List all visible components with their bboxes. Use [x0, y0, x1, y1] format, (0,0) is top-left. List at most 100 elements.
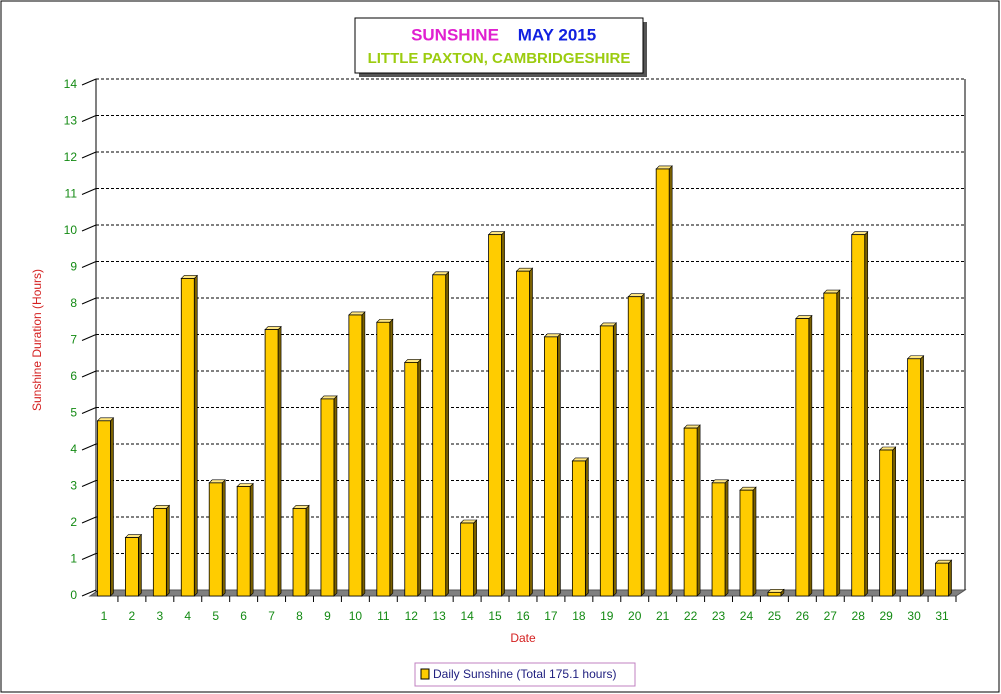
x-tick-label: 14	[460, 609, 474, 623]
x-tick-label: 8	[296, 609, 303, 623]
bar	[208, 482, 223, 597]
bar-top	[264, 326, 282, 330]
x-tick-label: 26	[796, 609, 810, 623]
y-tick-label: 5	[70, 406, 77, 420]
bar	[599, 325, 614, 597]
x-tick-label: 22	[684, 609, 698, 623]
bar-side	[333, 395, 338, 597]
bar-side	[920, 355, 924, 597]
bar-top	[655, 165, 673, 170]
bar-side	[389, 318, 394, 597]
y-axis-title: Sunshine Duration (Hours)	[30, 269, 44, 411]
bar-side	[110, 417, 114, 597]
bar	[795, 318, 810, 597]
bar-side	[948, 559, 952, 597]
legend-label: Daily Sunshine (Total 175.1 hours)	[433, 667, 616, 681]
bar-side	[557, 333, 561, 597]
bar-side	[249, 482, 254, 597]
x-tick-label: 10	[349, 609, 363, 623]
bar-top	[152, 505, 171, 509]
bar-top	[599, 322, 618, 327]
bar-side	[501, 230, 505, 597]
x-tick-label: 13	[433, 609, 447, 623]
x-axis-title: Date	[510, 631, 536, 645]
bar-side	[445, 271, 449, 597]
bar	[348, 314, 363, 597]
bar-side	[138, 533, 142, 597]
bar-top	[292, 505, 310, 509]
x-tick-label: 16	[516, 609, 530, 623]
bar-side	[752, 486, 757, 597]
x-tick-label: 17	[544, 609, 558, 623]
y-tick	[81, 370, 97, 378]
bar-top	[795, 315, 813, 319]
bar-top	[823, 289, 841, 294]
y-tick	[81, 297, 97, 305]
bar-top	[236, 483, 254, 487]
y-tick-label: 2	[70, 515, 77, 529]
legend-box	[414, 662, 636, 687]
bar	[180, 278, 195, 597]
y-tick	[81, 188, 97, 195]
y-tick-label: 12	[64, 150, 78, 164]
y-tick	[81, 151, 97, 159]
x-tick-label: 21	[656, 609, 670, 623]
x-tick-label: 18	[572, 609, 586, 623]
y-tick-label: 0	[70, 588, 77, 602]
x-tick-label: 31	[935, 609, 949, 623]
x-tick-label: 11	[377, 609, 390, 623]
x-tick-label: 6	[240, 609, 247, 623]
x-tick-label: 5	[212, 609, 219, 623]
bar	[655, 168, 670, 597]
bar-side	[724, 479, 729, 597]
y-tick-label: 1	[70, 552, 77, 566]
bar-top	[934, 559, 953, 564]
bar	[544, 336, 558, 597]
bar-side	[166, 504, 170, 597]
y-tick	[81, 78, 97, 86]
bar-side	[277, 325, 282, 597]
bar-top	[906, 355, 925, 360]
bar-side	[529, 267, 533, 597]
bar	[851, 234, 866, 597]
y-tick-label: 4	[70, 442, 77, 456]
bar	[432, 274, 447, 597]
y-tick	[81, 480, 97, 487]
bar-top	[711, 479, 729, 484]
chart-subtitle: LITTLE PAXTON, CAMBRIDGESHIRE	[368, 50, 631, 67]
x-tick-label: 1	[101, 609, 108, 623]
y-tick-label: 10	[64, 223, 78, 237]
y-tick-label: 3	[70, 479, 77, 493]
bar-top	[487, 231, 506, 235]
bar	[125, 537, 139, 597]
y-tick-label: 13	[64, 114, 78, 128]
bar-top	[627, 293, 645, 298]
bar-side	[585, 457, 589, 597]
bar	[627, 296, 642, 597]
bar	[683, 427, 698, 597]
bar-top	[376, 318, 394, 323]
x-tick-label: 15	[488, 609, 502, 623]
bar	[516, 270, 530, 597]
bar-side	[417, 358, 422, 597]
bar-side	[193, 274, 198, 597]
y-tick-label: 6	[70, 369, 77, 383]
y-tick	[81, 516, 97, 524]
x-tick-label: 12	[405, 609, 419, 623]
bar	[711, 482, 726, 597]
x-tick-label: 3	[156, 609, 163, 623]
y-tick-label: 9	[70, 260, 77, 274]
bar	[97, 420, 111, 597]
bar	[152, 507, 167, 597]
bar	[320, 398, 335, 597]
x-tick-label: 25	[768, 609, 782, 623]
bar	[571, 460, 586, 597]
x-tick-label: 20	[628, 609, 642, 623]
bar-top	[96, 417, 115, 422]
x-tick-label: 27	[824, 609, 838, 623]
bar	[488, 234, 502, 597]
bar-side	[696, 424, 701, 597]
bar	[767, 591, 782, 597]
x-tick-label: 23	[712, 609, 726, 623]
